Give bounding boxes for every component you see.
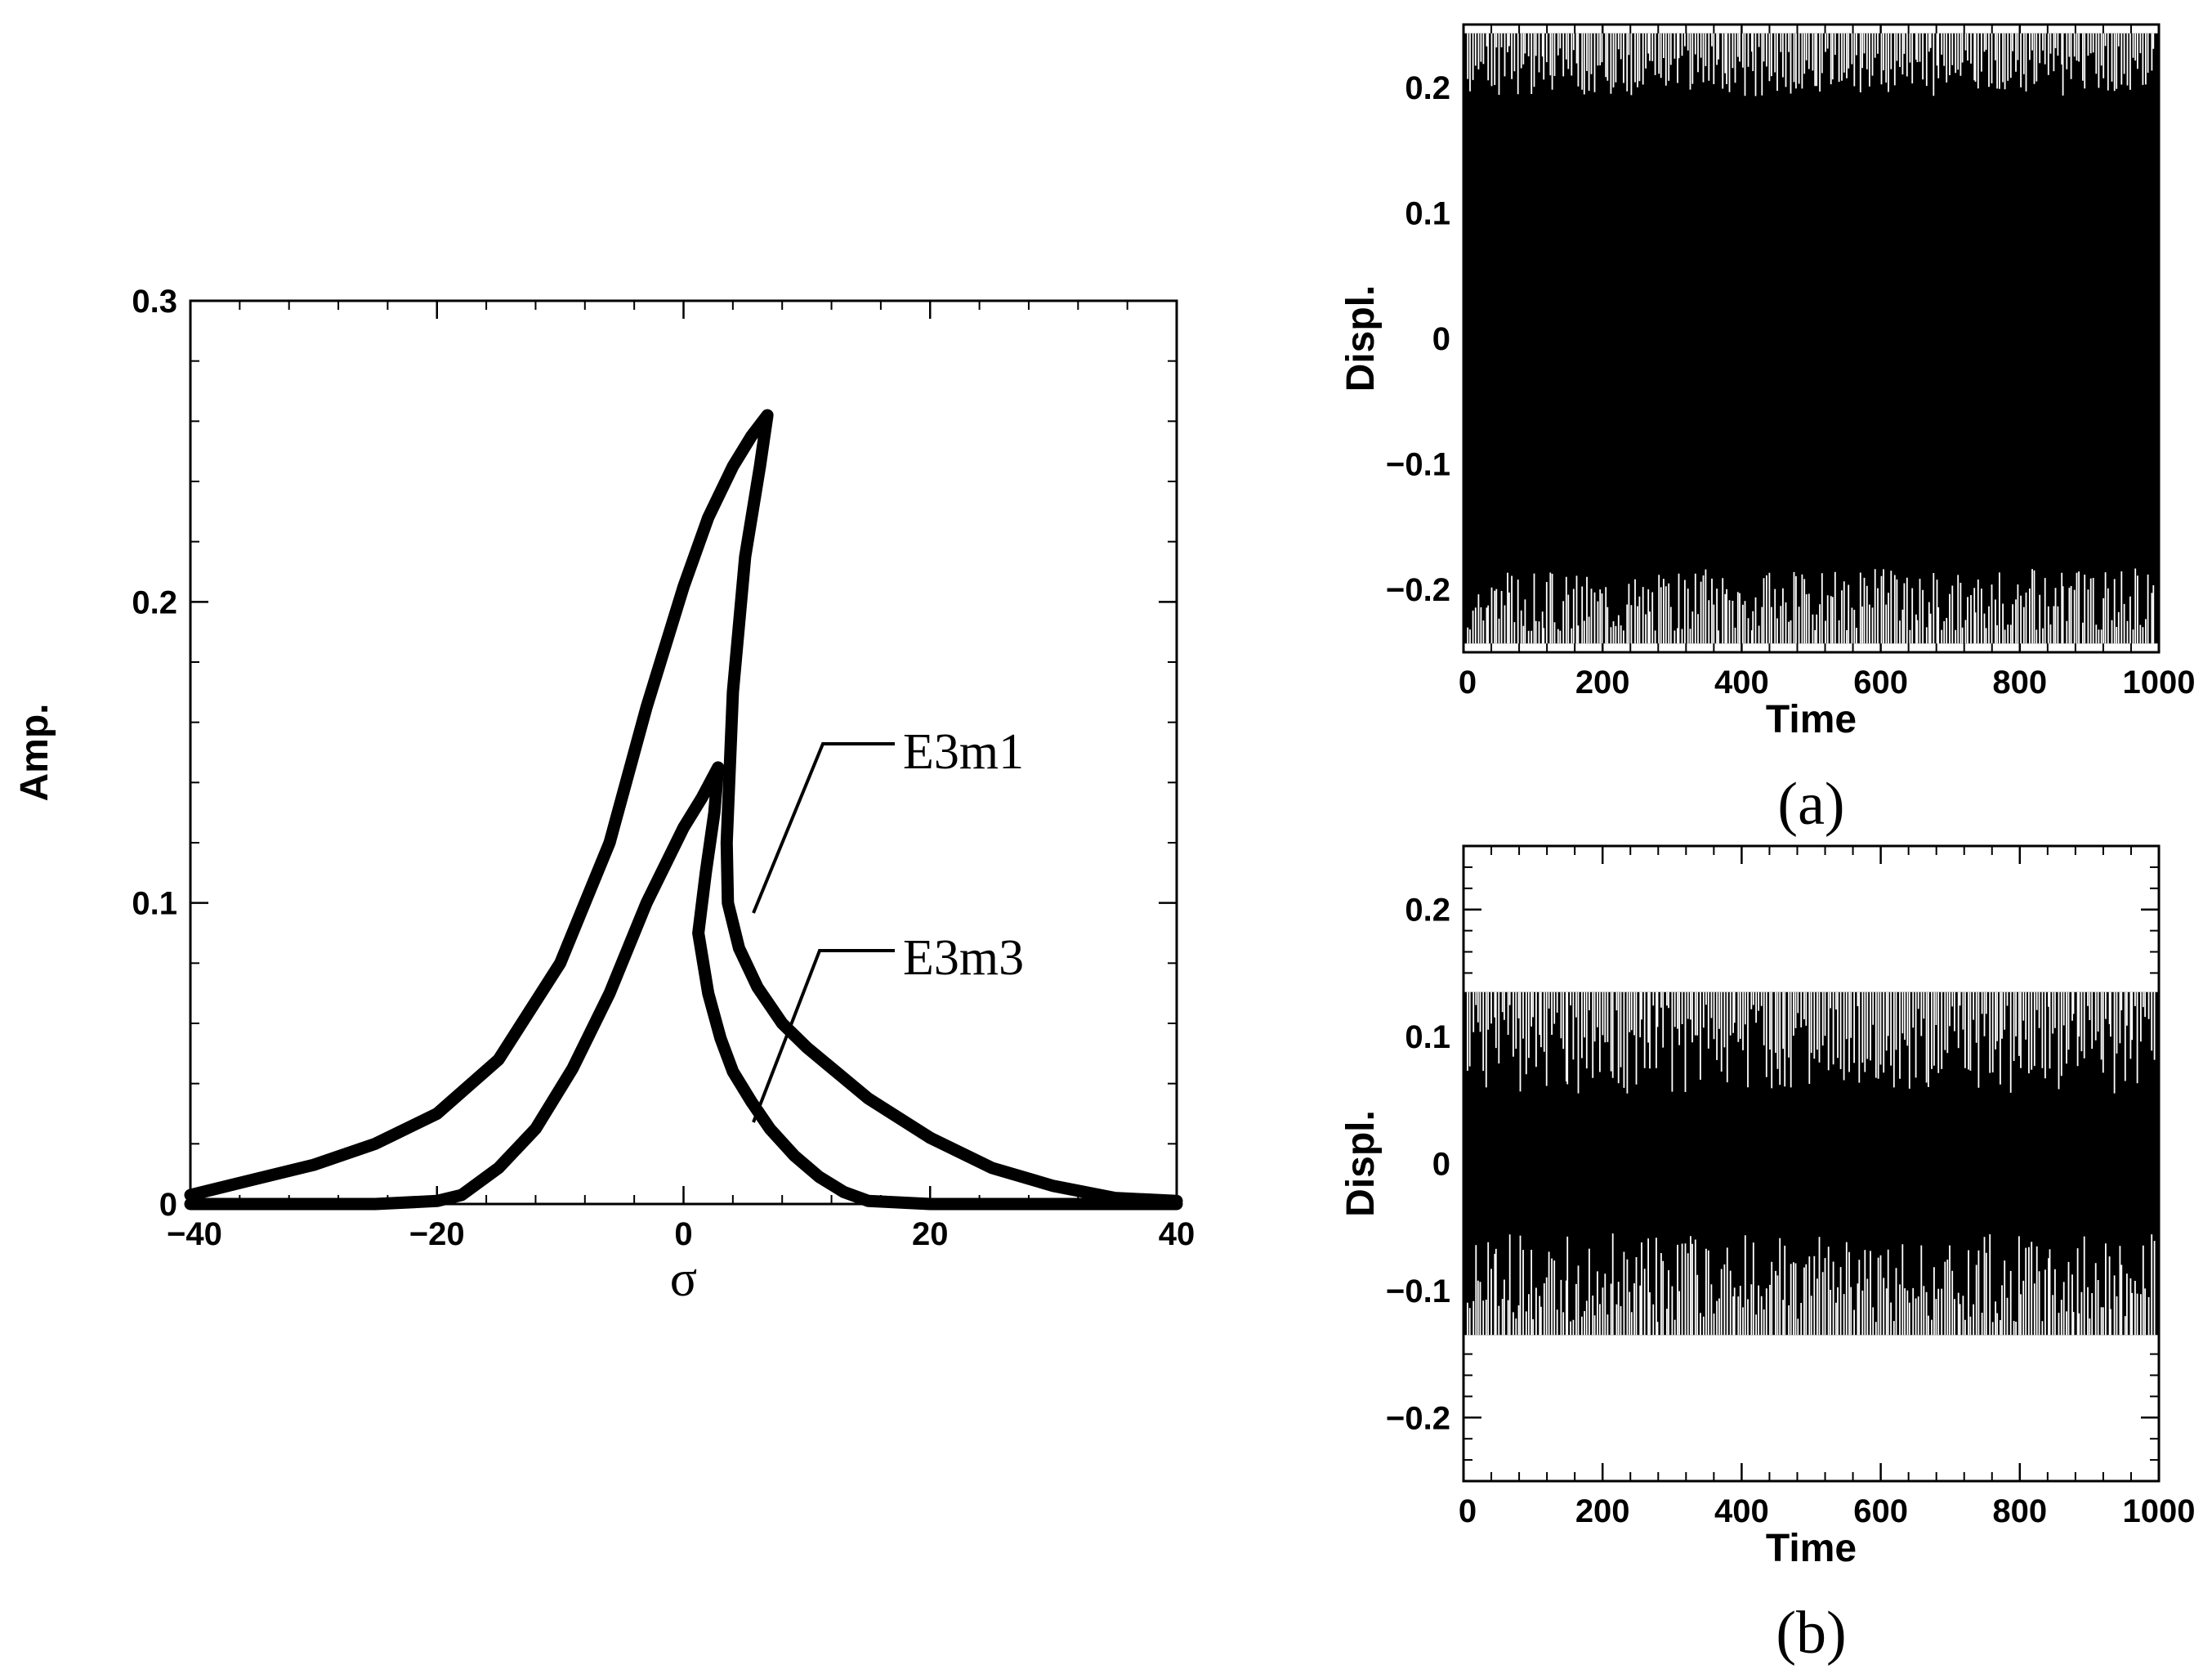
signal-upper-gaps (1467, 33, 2155, 96)
y-tick-label: 0.1 (132, 886, 177, 922)
chart-0-axes: −40 −20 0 20 40 0 0.1 0.2 0.3 σ Amp. (13, 284, 1195, 1307)
x-axis-title: Time (1766, 698, 1857, 741)
y-tick-label: 0.2 (1405, 893, 1450, 929)
signal-lower-gaps (1467, 568, 2155, 644)
annotation-leader-e3m3 (752, 949, 895, 1123)
annotation-leader-e3m1 (752, 742, 895, 914)
y-tick-label: 0.1 (1405, 195, 1450, 231)
y-tick-label: −0.1 (1386, 447, 1450, 483)
x-tick-label: 0 (1459, 665, 1477, 700)
y-tick-label: 0 (1432, 1147, 1450, 1183)
x-axis-title: σ (670, 1251, 697, 1307)
y-tick-label: −0.1 (1386, 1273, 1450, 1309)
y-tick-label: −0.2 (1386, 572, 1450, 608)
y-tick-label: 0.1 (1405, 1019, 1450, 1055)
x-tick-label: 600 (1853, 1493, 1908, 1529)
x-tick-label: 600 (1853, 665, 1908, 700)
x-axis-title: Time (1766, 1527, 1857, 1570)
x-tick-label: 1000 (2123, 665, 2196, 700)
x-tick-label: −20 (409, 1216, 465, 1252)
y-axis-title: Amp. (13, 704, 56, 802)
x-tick-label: 800 (1992, 665, 2047, 700)
signal-lower-gaps (1467, 1233, 2156, 1336)
series-line-e3m1 (184, 409, 1183, 1207)
x-tick-label: 0 (1459, 1493, 1477, 1529)
chart-2-axes: 0 200 400 600 800 1000 −0.2 −0.1 0 0.1 0.2 Time Disp… (1339, 844, 2196, 1667)
x-tick-label: −40 (167, 1216, 222, 1252)
signal-upper-gaps (1467, 991, 2156, 1094)
annotation-e3m1: E3m1 (903, 724, 1024, 780)
y-tick-label: −0.2 (1386, 1400, 1450, 1436)
y-tick-label: 0 (1432, 321, 1450, 357)
x-tick-label: 400 (1714, 1493, 1769, 1529)
x-tick-label: 20 (912, 1216, 949, 1252)
panel-label: (a) (1777, 771, 1844, 838)
chart-2-signal (1463, 991, 2159, 1336)
plot-frame (189, 299, 1178, 1206)
x-tick-label: 1000 (2123, 1493, 2196, 1529)
x-tick-label: 200 (1575, 1493, 1630, 1529)
annotation-e3m3: E3m3 (903, 930, 1024, 986)
x-tick-label: 0 (674, 1216, 692, 1252)
series-line-e3m3 (184, 761, 1183, 1211)
y-tick-label: 0.2 (1405, 70, 1450, 106)
x-tick-label: 800 (1992, 1493, 2047, 1529)
x-tick-label: 400 (1714, 665, 1769, 700)
y-axis-title: Displ. (1339, 285, 1383, 392)
y-tick-label: 0 (159, 1187, 177, 1223)
y-tick-label: 0.2 (132, 584, 177, 620)
x-tick-label: 200 (1575, 665, 1630, 700)
y-axis-title: Displ. (1339, 1110, 1383, 1217)
panel-label: (b) (1776, 1600, 1846, 1667)
y-tick-label: 0.3 (132, 284, 177, 320)
x-tick-label: 40 (1159, 1216, 1195, 1252)
signal-band (1463, 33, 2159, 644)
chart-0-series: E3m1 E3m3 (184, 409, 1183, 1211)
chart-1-signal (1463, 33, 2159, 644)
